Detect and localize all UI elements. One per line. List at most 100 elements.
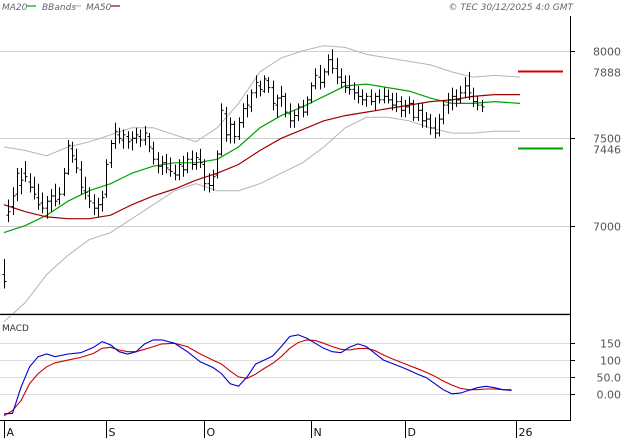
bbands-upper-line <box>3 45 521 157</box>
level-label-7446: 7446 <box>593 144 621 157</box>
ohlc-bar <box>232 120 237 144</box>
x-tick-label: A <box>7 426 15 439</box>
price-tick-label: 8000 <box>593 46 621 59</box>
ohlc-bar <box>266 77 271 93</box>
ohlc-bar <box>424 112 429 128</box>
ohlc-bar <box>390 92 395 111</box>
macd-line <box>3 334 512 415</box>
ohlc-bar <box>446 92 451 114</box>
ohlc-bar <box>190 150 195 170</box>
ohlc-bar <box>343 75 348 93</box>
ohlc-bar <box>228 117 233 144</box>
ohlc-bar <box>224 106 229 142</box>
ohlc-bar <box>271 80 276 111</box>
ohlc-bar <box>288 103 293 128</box>
price-tick-label: 7000 <box>593 221 621 234</box>
x-tick-label: N <box>314 426 322 439</box>
legend-ma20-label: MA20 <box>2 3 28 13</box>
copyright-text: © TEC 30/12/2025 4:0 GMT <box>448 3 574 13</box>
ohlc-bar <box>36 183 41 210</box>
ohlc-bar <box>185 152 190 174</box>
ohlc-bar <box>6 199 11 223</box>
macd-tick-label: 150 <box>600 338 621 351</box>
ohlc-bar <box>15 167 20 202</box>
ohlc-bar <box>296 103 301 121</box>
ohlc-bars <box>2 49 485 289</box>
ohlc-bar <box>164 154 169 174</box>
ohlc-bar <box>134 127 139 144</box>
ohlc-bar <box>62 167 67 196</box>
ohlc-bar <box>181 155 186 177</box>
ohlc-bar <box>437 113 442 137</box>
legend: MA20 BBands MA50 <box>2 3 120 13</box>
ohlc-bar <box>369 89 374 106</box>
ohlc-bar <box>207 173 212 193</box>
ohlc-bar <box>117 127 122 144</box>
ohlc-bar <box>168 157 173 177</box>
ohlc-bar <box>411 99 416 121</box>
ohlc-bar <box>275 94 280 118</box>
ohlc-bar <box>407 96 412 114</box>
ohlc-bar <box>45 195 50 219</box>
ohlc-bar <box>92 194 97 216</box>
macd-y-axis: 0.00 50.0 100 150 <box>570 338 621 402</box>
ohlc-bar <box>454 89 459 107</box>
ohlc-bar <box>177 159 182 181</box>
ma50-line <box>3 94 520 220</box>
ohlc-bar <box>79 161 84 195</box>
price-annotations: 7888 7446 <box>518 67 621 157</box>
ohlc-bar <box>254 75 259 99</box>
ohlc-bar <box>11 187 16 216</box>
ohlc-bar <box>215 150 220 179</box>
ohlc-bar <box>241 103 246 128</box>
ohlc-bar <box>113 122 118 149</box>
ohlc-bar <box>433 117 438 139</box>
ohlc-bar <box>198 148 203 168</box>
macd-panel-label: MACD <box>2 324 29 334</box>
ohlc-bar <box>143 126 148 146</box>
ohlc-bar <box>194 152 199 170</box>
ohlc-bar <box>373 92 378 111</box>
ohlc-bar <box>211 169 216 191</box>
ohlc-bar <box>326 54 331 76</box>
ohlc-bar <box>147 133 152 153</box>
ohlc-bar <box>467 71 472 100</box>
ohlc-bar <box>352 82 357 100</box>
ohlc-bar <box>130 131 135 151</box>
ohlc-bar <box>249 89 254 113</box>
macd-tick-label: 50.0 <box>597 372 622 385</box>
ohlc-bar <box>156 152 161 174</box>
ohlc-bar <box>258 80 263 97</box>
ohlc-bar <box>441 99 446 125</box>
price-grid <box>0 51 570 227</box>
ohlc-bar <box>283 92 288 118</box>
ohlc-bar <box>121 129 126 149</box>
macd-tick-label: 0.00 <box>597 389 622 402</box>
ohlc-bar <box>40 192 45 214</box>
ohlc-bar <box>83 176 88 200</box>
x-tick-label: D <box>408 426 416 439</box>
ohlc-bar <box>96 197 101 217</box>
ohlc-bar <box>301 99 306 118</box>
ohlc-bar <box>399 96 404 118</box>
ohlc-bar <box>420 103 425 128</box>
level-label-7888: 7888 <box>593 67 621 80</box>
ohlc-bar <box>458 85 463 104</box>
ohlc-bar <box>463 77 468 99</box>
ohlc-bar <box>339 68 344 88</box>
price-tick-label: 7500 <box>593 133 621 146</box>
ohlc-bar <box>126 131 131 149</box>
x-tick-label: O <box>207 426 216 439</box>
ohlc-bar <box>305 96 310 116</box>
ohlc-bar <box>104 159 109 198</box>
ohlc-bar <box>151 141 156 165</box>
ohlc-bar <box>471 87 476 107</box>
ohlc-bar <box>100 190 105 212</box>
ohlc-bar <box>53 183 58 207</box>
price-y-axis: 7000 7500 8000 <box>570 46 621 234</box>
ohlc-bar <box>202 159 207 191</box>
ohlc-bar <box>66 140 71 175</box>
ohlc-bar <box>322 68 327 88</box>
